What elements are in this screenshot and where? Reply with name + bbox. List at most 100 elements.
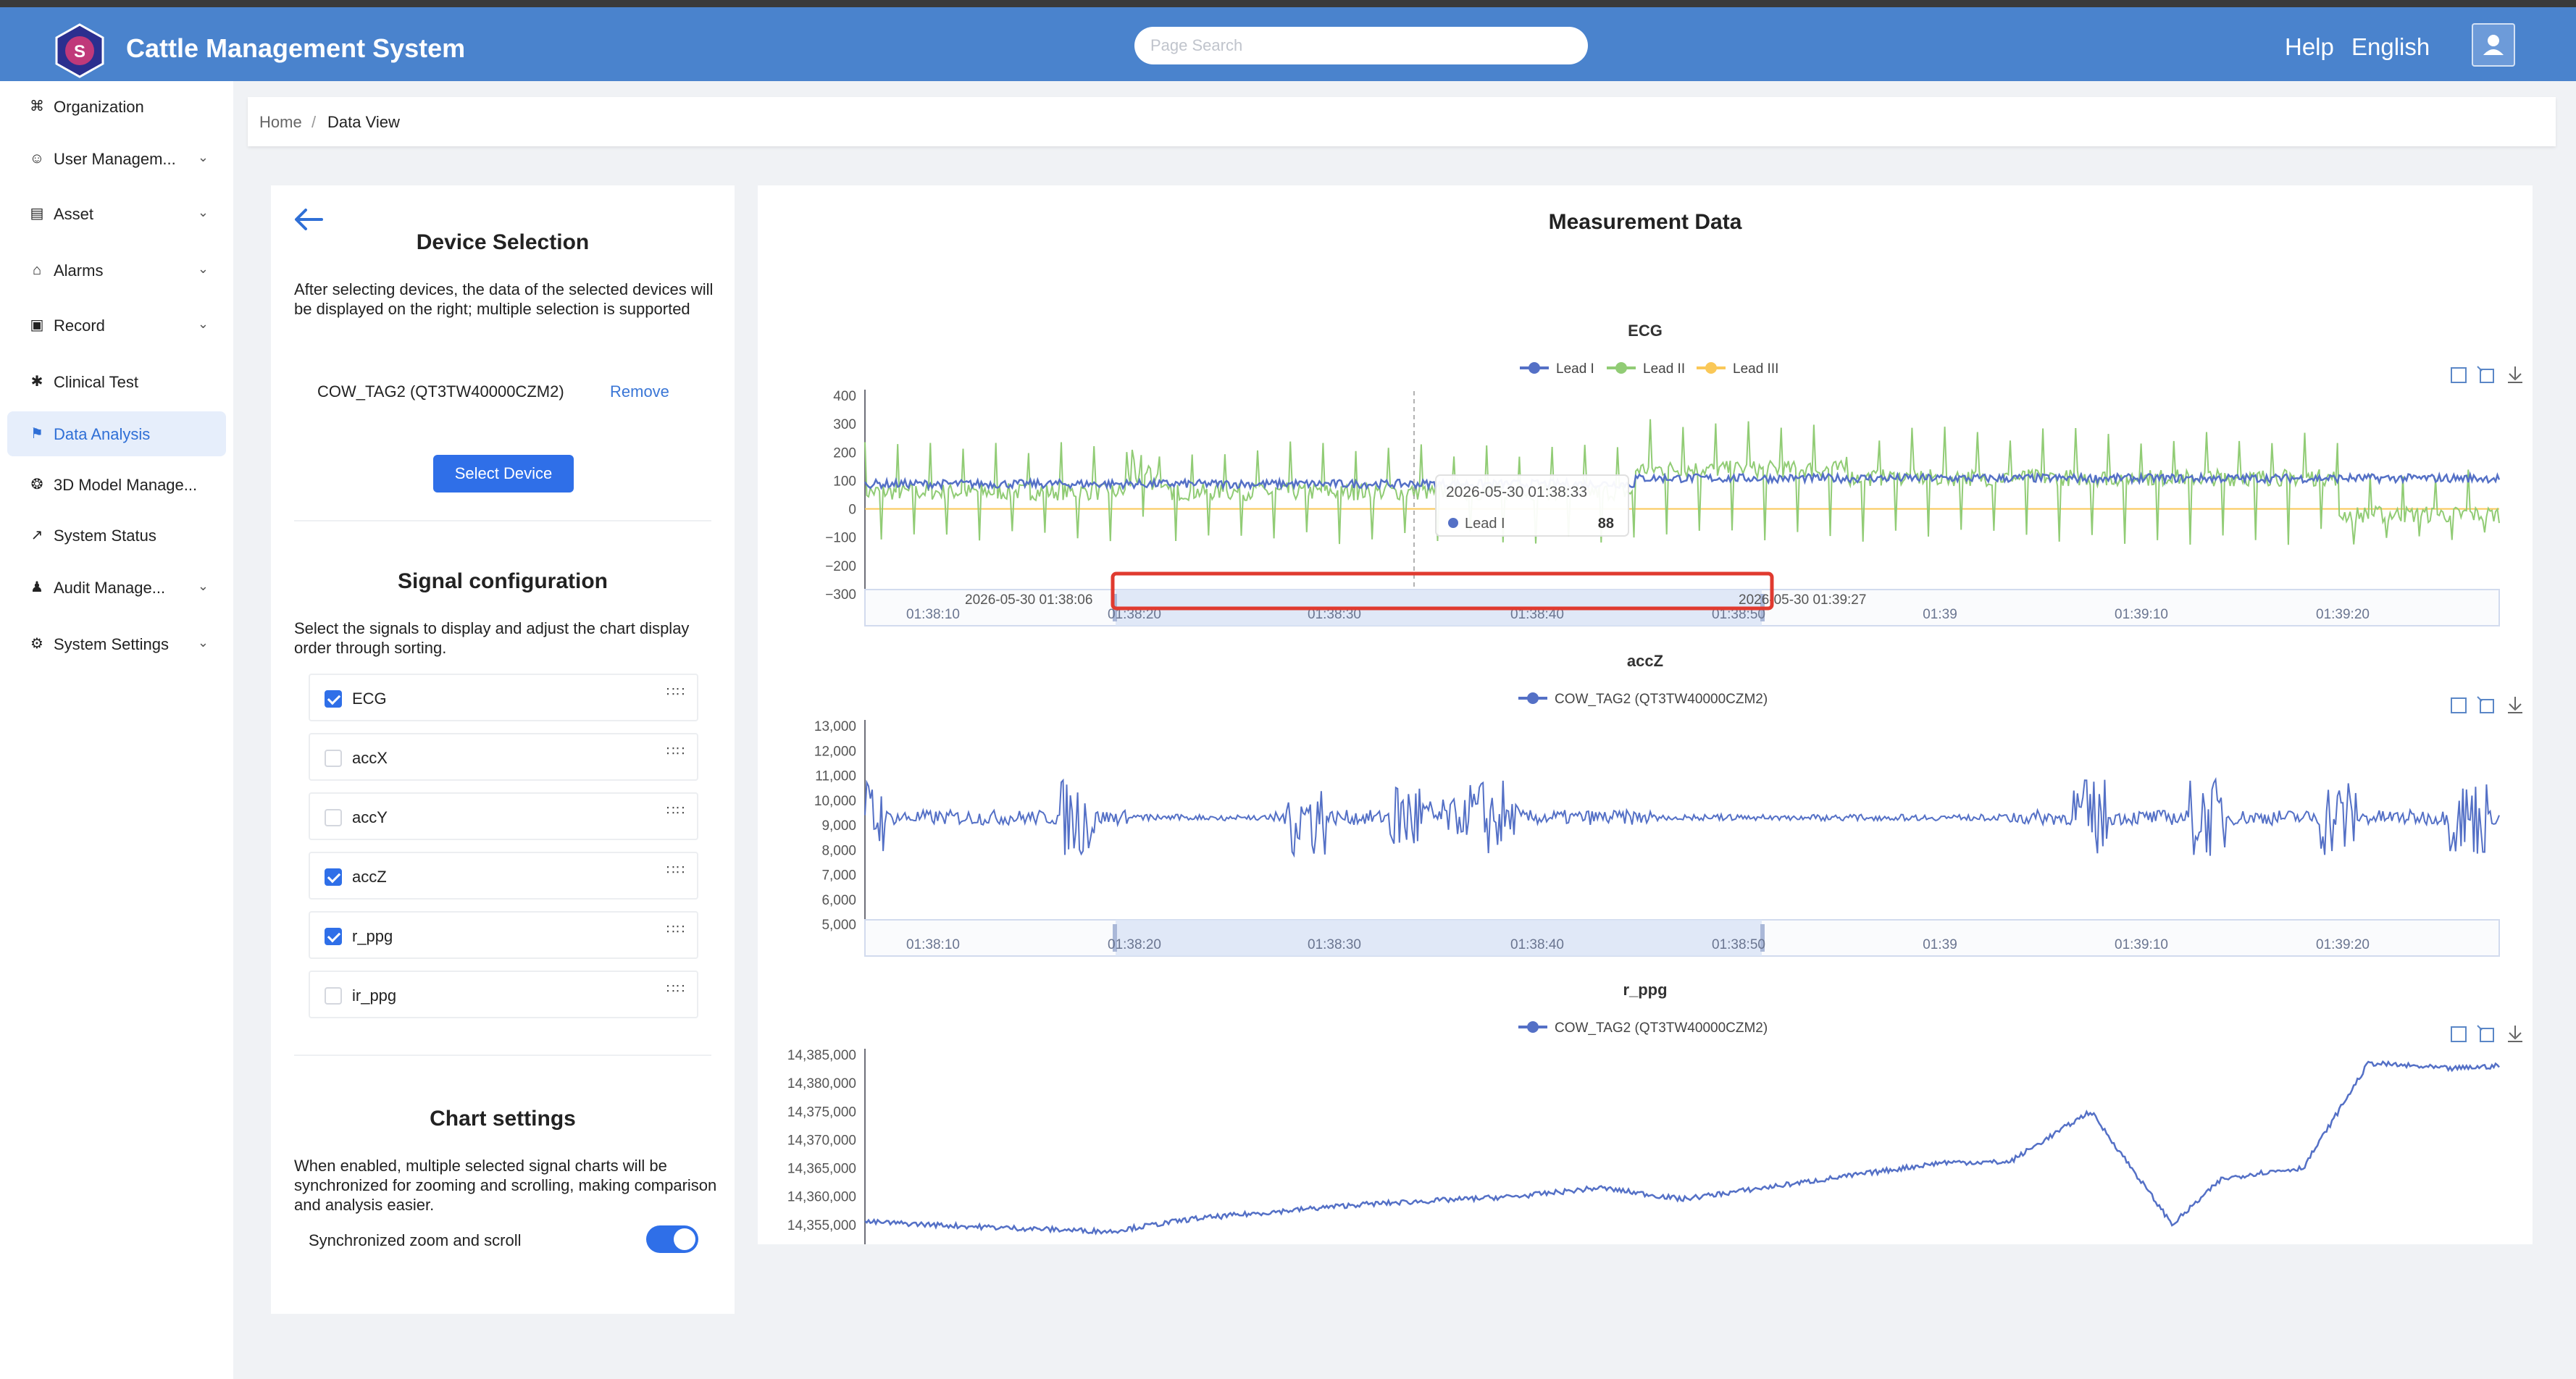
signal-row-accx[interactable]: accX ∷∷ (309, 733, 698, 781)
language-switch[interactable]: English (2351, 33, 2430, 60)
zoom-reset-icon[interactable] (2477, 696, 2494, 713)
select-device-button[interactable]: Select Device (433, 455, 574, 492)
zoom-reset-icon[interactable] (2477, 366, 2494, 383)
breadcrumb-separator: / (311, 113, 317, 131)
drag-handle-icon[interactable]: ∷∷ (666, 863, 686, 877)
drag-handle-icon[interactable]: ∷∷ (666, 684, 686, 699)
tooltip-box (1435, 474, 1629, 537)
signal-configuration-title: Signal configuration (398, 569, 608, 593)
window-top-strip (0, 0, 2576, 7)
signal-label: accY (352, 808, 388, 826)
zoom-icon[interactable] (2451, 697, 2467, 713)
sync-zoom-label: Synchronized zoom and scroll (309, 1231, 522, 1249)
breadcrumb-current: Data View (327, 113, 400, 131)
download-icon[interactable] (2508, 1026, 2522, 1042)
y-tick-label: 12,000 (814, 744, 856, 759)
zoom-icon[interactable] (2451, 1026, 2467, 1042)
legend-item: COW_TAG2 (QT3TW40000CZM2) (1555, 1020, 1768, 1036)
y-tick-label: 11,000 (815, 769, 856, 784)
y-tick-label: 9,000 (821, 818, 856, 834)
y-tick-label: 400 (833, 389, 856, 404)
breadcrumb: Home / Data View (248, 97, 2556, 146)
x-tick-label: 01:38:10 (906, 607, 960, 622)
back-arrow-icon[interactable] (293, 207, 325, 232)
signal-row-accz[interactable]: accZ ∷∷ (309, 852, 698, 900)
audit-icon: ♟ (30, 579, 43, 595)
y-tick-label: −200 (825, 559, 856, 574)
chart-settings-description: When enabled, multiple selected signal c… (294, 1157, 717, 1214)
sidebar-item-user-managem[interactable]: ☺ User Managem... ⌄ (7, 136, 226, 181)
sidebar-item-asset[interactable]: ▤ Asset ⌄ (7, 191, 226, 236)
signal-checkbox[interactable] (325, 987, 342, 1005)
data-zoom-handle-left[interactable] (1113, 924, 1117, 952)
gear-icon: ⚙ (30, 636, 43, 652)
help-link[interactable]: Help (2285, 33, 2334, 60)
signal-checkbox[interactable] (325, 809, 342, 826)
signal-checkbox[interactable] (325, 690, 342, 708)
breadcrumb-home[interactable]: Home (259, 113, 302, 131)
signal-checkbox[interactable] (325, 750, 342, 767)
signal-label: accZ (352, 868, 387, 886)
sidebar-item-alarms[interactable]: ⌂ Alarms ⌄ (7, 248, 226, 293)
device-selection-description: After selecting devices, the data of the… (294, 280, 714, 318)
chevron-down-icon: ⌄ (197, 317, 209, 331)
signal-row-ir-ppg[interactable]: ir_ppg ∷∷ (309, 971, 698, 1018)
x-tick-label: 01:39:10 (2115, 937, 2168, 952)
sidebar-item-label: System Settings (54, 635, 169, 653)
sidebar-item-label: Clinical Test (54, 373, 138, 391)
y-tick-label: 14,385,000 (787, 1048, 856, 1063)
device-selection-title: Device Selection (416, 230, 590, 254)
data-zoom-window[interactable] (1116, 920, 1762, 956)
drag-handle-icon[interactable]: ∷∷ (666, 803, 686, 818)
sidebar-item-system-settings[interactable]: ⚙ System Settings ⌄ (7, 621, 226, 666)
sidebar-item-label: System Status (54, 527, 156, 545)
selected-device-name: COW_TAG2 (QT3TW40000CZM2) (317, 382, 564, 401)
download-icon[interactable] (2508, 366, 2522, 383)
x-tick-label: 01:38:50 (1712, 607, 1765, 622)
sidebar-item-label: User Managem... (54, 150, 176, 168)
signal-row-ecg[interactable]: ECG ∷∷ (309, 674, 698, 721)
remove-device-link[interactable]: Remove (610, 382, 669, 401)
sidebar-item-organization[interactable]: ⌘ Organization (7, 84, 226, 129)
user-icon (2483, 35, 2504, 55)
data-zoom-handle-right[interactable] (1760, 924, 1765, 952)
sidebar-item-clinical-test[interactable]: ✱ Clinical Test (7, 359, 226, 404)
x-tick-label: 01:39 (1923, 937, 1957, 952)
zoom-reset-icon[interactable] (2477, 1025, 2494, 1042)
sidebar-item-system-status[interactable]: ↗ System Status (7, 513, 226, 558)
signal-checkbox[interactable] (325, 868, 342, 886)
y-tick-label: 14,380,000 (787, 1076, 856, 1091)
signal-row-accy[interactable]: accY ∷∷ (309, 792, 698, 840)
zoom-icon[interactable] (2451, 367, 2467, 383)
sidebar-item-3d-model-manage[interactable]: ❂ 3D Model Manage... (7, 462, 226, 507)
user-avatar-button[interactable] (2472, 23, 2515, 67)
app-header: S Cattle Management System Page Search H… (0, 7, 2576, 81)
y-tick-label: 300 (833, 417, 856, 432)
y-tick-label: 7,000 (821, 868, 856, 884)
series-line-accz (864, 776, 2500, 858)
y-tick-label: 14,370,000 (787, 1133, 856, 1148)
signal-row-r-ppg[interactable]: r_ppg ∷∷ (309, 911, 698, 959)
sidebar-item-data-analysis[interactable]: ⚑ Data Analysis (7, 411, 226, 456)
chevron-down-icon: ⌄ (197, 205, 209, 219)
y-tick-label: 14,365,000 (787, 1162, 856, 1177)
y-tick-label: 14,375,000 (787, 1105, 856, 1120)
sync-zoom-toggle[interactable] (646, 1225, 698, 1253)
sidebar-item-record[interactable]: ▣ Record ⌄ (7, 303, 226, 348)
drag-handle-icon[interactable]: ∷∷ (666, 922, 686, 936)
drag-handle-icon[interactable]: ∷∷ (666, 981, 686, 996)
x-tick-label: 01:39:20 (2316, 937, 2370, 952)
y-tick-label: 10,000 (814, 794, 856, 809)
zoom-end-label: 2026-05-30 01:39:27 (1739, 592, 1866, 608)
flag-icon: ⚑ (30, 426, 43, 442)
sidebar-item-audit-manage[interactable]: ♟ Audit Manage... ⌄ (7, 565, 226, 610)
chevron-down-icon: ⌄ (197, 635, 209, 650)
chart-settings-title: Chart settings (430, 1107, 576, 1131)
legend-marker-icon (1529, 362, 1540, 374)
y-tick-label: −300 (825, 587, 856, 603)
signal-checkbox[interactable] (325, 928, 342, 945)
drag-handle-icon[interactable]: ∷∷ (666, 744, 686, 758)
chart-title: r_ppg (1623, 981, 1667, 999)
download-icon[interactable] (2508, 697, 2522, 713)
page-search-input[interactable]: Page Search (1134, 27, 1588, 64)
